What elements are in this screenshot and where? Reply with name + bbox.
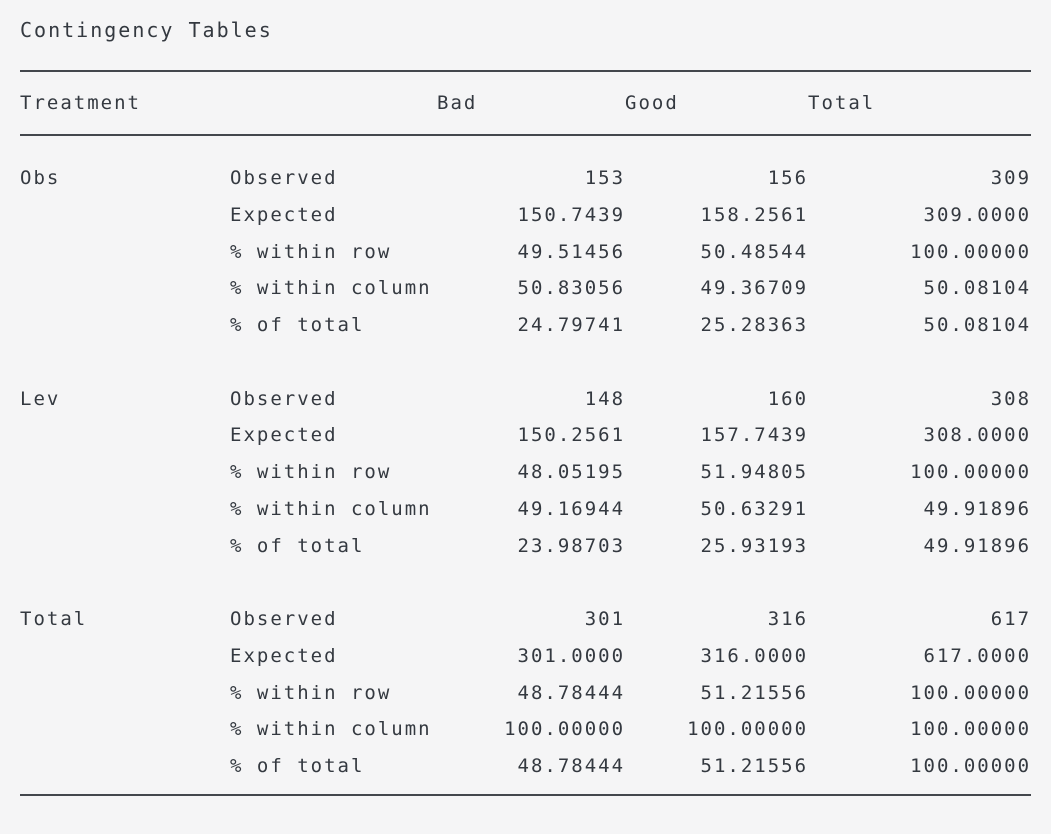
cell-total: 309 [990,167,1032,190]
cell-total: 100.00000 [910,461,1032,484]
cell-bad: 301.0000 [517,644,626,667]
stat-label: Expected [230,204,338,227]
cell-total: 49.91896 [923,534,1032,557]
stat-label: % within column [230,497,432,520]
spacer-row [20,784,1031,795]
column-header-treatment: Treatment [20,92,141,114]
cell-good: 160 [767,387,809,410]
stat-label: % within column [230,277,432,300]
stat-label: % of total [230,754,365,777]
cell-bad: 150.7439 [517,204,626,227]
cell-total: 309.0000 [923,204,1032,227]
cell-bad: 301 [584,608,626,631]
group-label-total: Total [20,608,88,631]
cell-bad: 49.16944 [517,497,626,520]
table-row: % of total 24.79741 25.28363 50.08104 [20,307,1031,344]
group-label-obs: Obs [20,167,61,190]
cell-bad: 49.51456 [517,240,626,263]
stat-label: Observed [230,167,338,190]
table-row: % within column 49.16944 50.63291 49.918… [20,491,1031,528]
cell-good: 51.21556 [700,754,809,777]
table-row: % within row 48.78444 51.21556 100.00000 [20,674,1031,711]
cell-total: 308.0000 [923,424,1032,447]
table-row: % within column 100.00000 100.00000 100.… [20,711,1031,748]
cell-bad: 48.78444 [517,754,626,777]
cell-good: 49.36709 [700,277,809,300]
table-row: Lev Observed 148 160 308 [20,380,1031,417]
contingency-table: Treatment Bad Good Total Obs Observed 15… [20,70,1032,797]
stat-label: % within row [230,461,392,484]
cell-total: 50.08104 [923,314,1032,337]
stat-label: Observed [230,387,338,410]
spacer-row [20,564,1031,601]
stat-label: Expected [230,424,338,447]
cell-good: 51.94805 [700,461,809,484]
cell-bad: 100.00000 [504,718,626,741]
table-header-row: Treatment Bad Good Total [20,71,1032,135]
cell-total: 100.00000 [910,681,1032,704]
cell-bad: 23.98703 [517,534,626,557]
spacer-row [20,135,1031,160]
group-label-lev: Lev [20,387,61,410]
spacer-row [20,343,1031,380]
table-row: % within row 49.51456 50.48544 100.00000 [20,233,1031,270]
table-row: Obs Observed 153 156 309 [20,160,1031,197]
table-row: Expected 150.7439 158.2561 309.0000 [20,197,1031,234]
stat-label: % within row [230,681,392,704]
cell-total: 617 [990,608,1032,631]
cell-total: 100.00000 [910,240,1032,263]
cell-good: 50.48544 [700,240,809,263]
cell-good: 50.63291 [700,497,809,520]
stat-label: % of total [230,534,365,557]
cell-bad: 24.79741 [517,314,626,337]
column-header-good: Good [625,92,679,114]
cell-bad: 150.2561 [517,424,626,447]
page-title: Contingency Tables [20,18,273,42]
column-header-bad: Bad [437,92,478,114]
cell-good: 316 [767,608,809,631]
cell-bad: 50.83056 [517,277,626,300]
cell-bad: 148 [584,387,626,410]
cell-total: 617.0000 [923,644,1032,667]
cell-total: 100.00000 [910,754,1032,777]
cell-bad: 48.05195 [517,461,626,484]
cell-total: 308 [990,387,1032,410]
stat-label: % of total [230,314,365,337]
stat-label: % within column [230,718,432,741]
cell-good: 51.21556 [700,681,809,704]
stat-label: Observed [230,608,338,631]
cell-total: 49.91896 [923,497,1032,520]
cell-bad: 48.78444 [517,681,626,704]
table-row: Total Observed 301 316 617 [20,601,1031,638]
cell-bad: 153 [584,167,626,190]
column-header-total: Total [808,92,876,114]
stat-label: Expected [230,644,338,667]
cell-good: 156 [767,167,809,190]
table-row: % within column 50.83056 49.36709 50.081… [20,270,1031,307]
cell-total: 50.08104 [923,277,1032,300]
stat-label: % within row [230,240,392,263]
cell-total: 100.00000 [910,718,1032,741]
table-row: % of total 48.78444 51.21556 100.00000 [20,748,1031,785]
table-row: Expected 150.2561 157.7439 308.0000 [20,417,1031,454]
cell-good: 158.2561 [700,204,809,227]
table-row: % of total 23.98703 25.93193 49.91896 [20,527,1031,564]
cell-good: 25.28363 [700,314,809,337]
cell-good: 25.93193 [700,534,809,557]
cell-good: 100.00000 [687,718,809,741]
cell-good: 157.7439 [700,424,809,447]
table-row: Expected 301.0000 316.0000 617.0000 [20,638,1031,675]
cell-good: 316.0000 [700,644,809,667]
table-row: % within row 48.05195 51.94805 100.00000 [20,454,1031,491]
